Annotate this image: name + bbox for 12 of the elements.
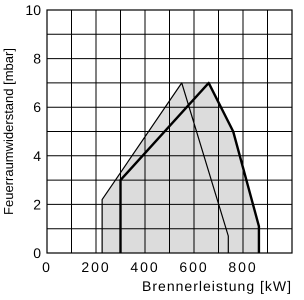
y-tick-label: 4 [33, 148, 42, 164]
x-tick-label: 800 [228, 259, 258, 275]
x-axis-title: Brennerleistung [kW] [142, 278, 292, 294]
y-tick-label: 2 [33, 196, 42, 212]
y-tick-label: 6 [33, 99, 42, 116]
y-tick-label: 10 [25, 2, 42, 18]
y-tick-label: 0 [33, 245, 42, 261]
y-axis-title: Feuerraumwiderstand [mbar] [1, 48, 16, 215]
y-tick-label: 8 [33, 50, 42, 67]
x-tick-label: 200 [81, 259, 111, 275]
x-tick-label: 400 [130, 259, 160, 275]
x-tick-label: 600 [179, 259, 209, 275]
